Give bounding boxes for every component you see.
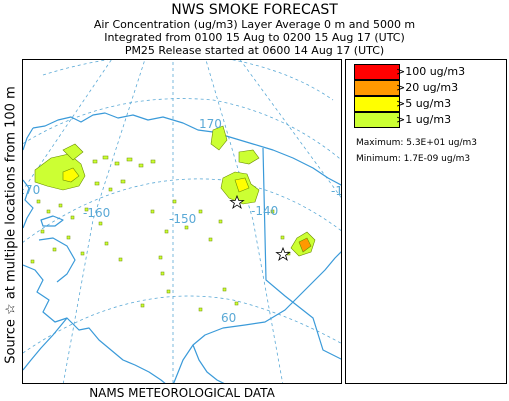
st-lawrence-island	[40, 215, 64, 227]
smoke-plumes[interactable]	[34, 125, 316, 257]
smoke-plume-west-core	[62, 167, 80, 183]
legend-swatch-orange	[354, 80, 400, 96]
legend-item: >100 ug/m3	[354, 64, 504, 80]
kenai-coast	[192, 344, 225, 383]
data-source-footer: NAMS METEOROLOGICAL DATA	[89, 386, 275, 400]
source-location-label: Source ☆ at multiple locations from 100 …	[3, 86, 19, 364]
bering-coast-inland	[38, 237, 76, 283]
smoke-plume-central	[238, 149, 260, 165]
lon-label-150w: -150	[169, 212, 196, 226]
legend-swatch-red	[354, 64, 400, 80]
alaska-north-coast	[32, 112, 341, 186]
smoke-plume-yukon-core	[234, 177, 250, 193]
coastline	[23, 112, 341, 383]
lat-label-70: 170	[199, 117, 222, 131]
longitude-labels: -170 -160 -150 -140 -130 170 60	[23, 117, 342, 325]
longitude-line-170	[23, 60, 112, 191]
latitude-line-60	[23, 295, 341, 354]
subtitle-concentration: Air Concentration (ug/m3) Layer Average …	[93, 18, 416, 31]
source-markers[interactable]	[229, 194, 291, 262]
minimum-value: Minimum: 1.7E-09 ug/m3	[356, 154, 471, 164]
smoke-plume-west	[34, 153, 86, 191]
concentration-legend: >100 ug/m3 >20 ug/m3 >5 ug/m3 >1 ug/m3 M…	[345, 59, 507, 384]
lon-label-130w: -130	[331, 184, 342, 198]
longitude-line-130	[239, 60, 341, 198]
source-star-icon	[229, 194, 245, 210]
cook-inlet-coast	[173, 251, 341, 383]
alaska-southwest-coast	[23, 264, 166, 383]
longitude-line-140	[205, 60, 284, 383]
lon-label-140w: -140	[251, 204, 278, 218]
lat-label-60: 60	[221, 311, 236, 325]
maximum-value: Maximum: 5.3E+01 ug/m3	[356, 138, 478, 148]
map-canvas[interactable]: -170 -160 -150 -140 -130 170 60	[23, 60, 342, 384]
legend-label: >20 ug/m3	[396, 81, 459, 94]
legend-swatch-light	[354, 112, 400, 128]
legend-swatch-yellow	[354, 96, 400, 112]
map-panel[interactable]: -170 -160 -150 -140 -130 170 60	[22, 59, 342, 384]
smoke-plume-east-core	[298, 237, 312, 253]
chart-title: NWS SMOKE FORECAST	[171, 2, 338, 18]
alaska-west-coast	[23, 127, 34, 229]
lon-label-160w: -160	[83, 206, 110, 220]
legend-item: >1 ug/m3	[354, 112, 504, 128]
smoke-plume-north	[210, 125, 228, 151]
longitude-line-160	[62, 60, 146, 383]
lon-label-170w: -170	[23, 183, 40, 197]
subtitle-release: PM25 Release started at 0600 14 Aug 17 (…	[124, 44, 385, 57]
latitude-line-mid	[23, 178, 341, 243]
smoke-plume-nw	[62, 143, 84, 161]
legend-item: >20 ug/m3	[354, 80, 504, 96]
graticule	[23, 60, 341, 383]
latitude-line-north	[42, 60, 334, 101]
source-star-icon	[275, 246, 291, 262]
legend-label: >5 ug/m3	[396, 97, 452, 110]
legend-label: >100 ug/m3	[396, 65, 466, 78]
subtitle-integration: Integrated from 0100 15 Aug to 0200 15 A…	[104, 31, 405, 44]
aleutian-peninsula	[23, 317, 68, 371]
latitude-line-70	[23, 98, 341, 161]
us-canada-border	[262, 147, 341, 360]
legend-label: >1 ug/m3	[396, 113, 452, 126]
legend-item: >5 ug/m3	[354, 96, 504, 112]
